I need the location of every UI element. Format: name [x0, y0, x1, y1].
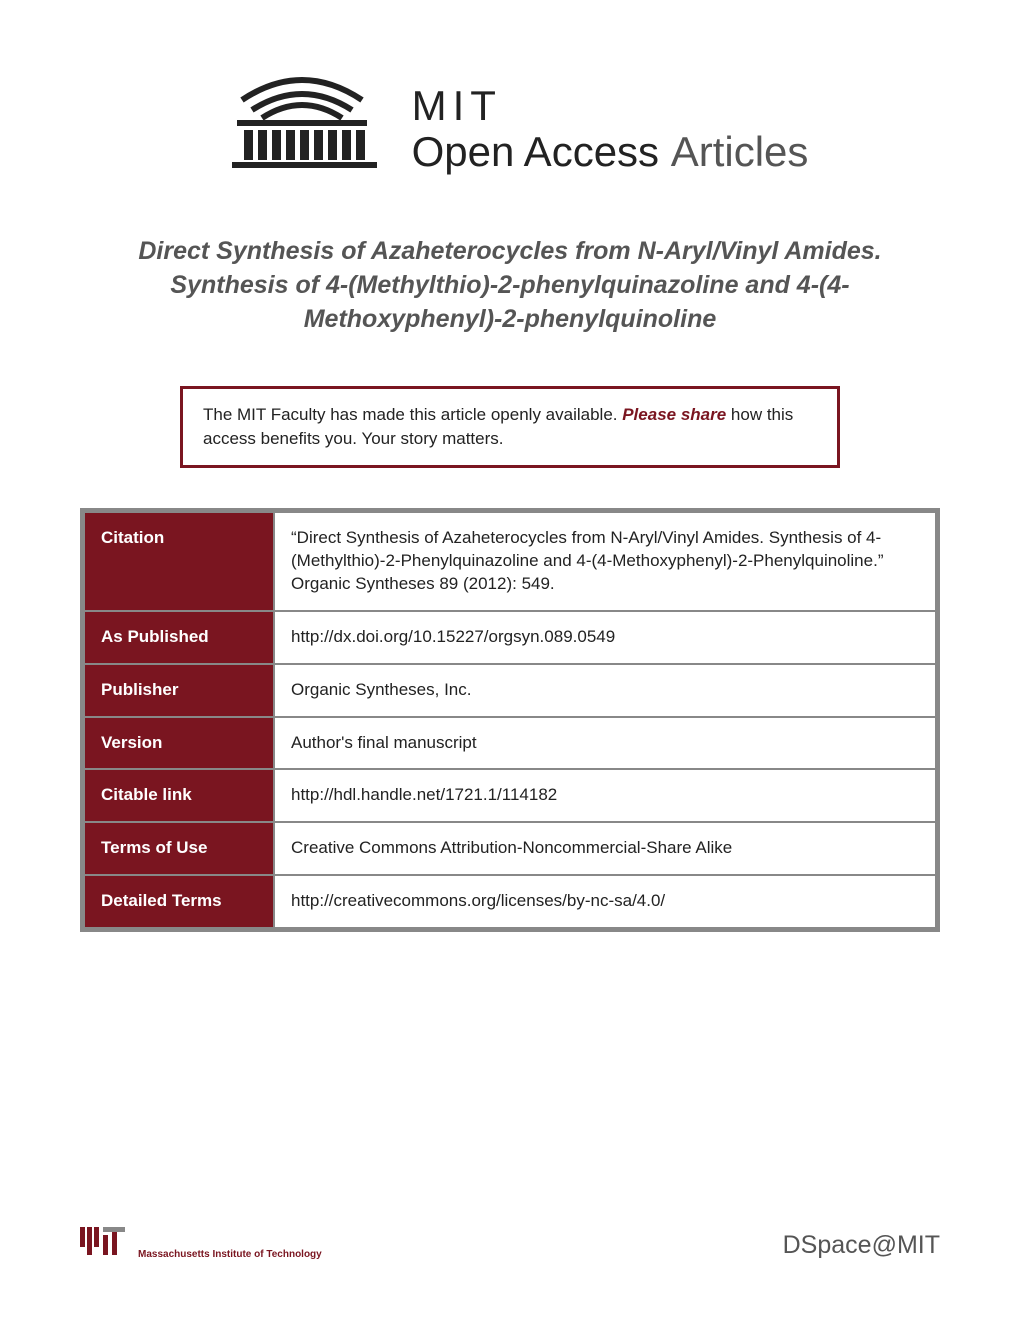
label-citable-link: Citable link	[84, 769, 274, 822]
table-row: Version Author's final manuscript	[84, 717, 936, 770]
header-oa-light: Articles	[671, 128, 809, 175]
header-open-access: Open Access Articles	[412, 129, 809, 175]
header-text: MIT Open Access Articles	[412, 83, 809, 175]
header-logo: MIT Open Access Articles	[80, 50, 940, 175]
metadata-table: Citation “Direct Synthesis of Azaheteroc…	[80, 508, 940, 932]
footer: Massachusetts Institute of Technology DS…	[80, 1227, 940, 1260]
label-as-published: As Published	[84, 611, 274, 664]
share-prefix: The MIT Faculty has made this article op…	[203, 405, 622, 424]
mit-subtitle: Massachusetts Institute of Technology	[138, 1249, 322, 1260]
table-row: Citable link http://hdl.handle.net/1721.…	[84, 769, 936, 822]
table-row: Detailed Terms http://creativecommons.or…	[84, 875, 936, 928]
header-mit: MIT	[412, 83, 809, 129]
label-publisher: Publisher	[84, 664, 274, 717]
value-publisher: Organic Syntheses, Inc.	[274, 664, 936, 717]
article-title: Direct Synthesis of Azaheterocycles from…	[80, 235, 940, 336]
table-row: Publisher Organic Syntheses, Inc.	[84, 664, 936, 717]
value-citation: “Direct Synthesis of Azaheterocycles fro…	[274, 512, 936, 611]
value-version: Author's final manuscript	[274, 717, 936, 770]
mit-logo-icon	[80, 1227, 130, 1260]
value-terms: Creative Commons Attribution-Noncommerci…	[274, 822, 936, 875]
label-citation: Citation	[84, 512, 274, 611]
label-detailed-terms: Detailed Terms	[84, 875, 274, 928]
table-row: Terms of Use Creative Commons Attributio…	[84, 822, 936, 875]
table-row: Citation “Direct Synthesis of Azaheteroc…	[84, 512, 936, 611]
dspace-logo: DSpace@MIT	[783, 1231, 940, 1260]
label-terms: Terms of Use	[84, 822, 274, 875]
value-detailed-terms[interactable]: http://creativecommons.org/licenses/by-n…	[274, 875, 936, 928]
table-row: As Published http://dx.doi.org/10.15227/…	[84, 611, 936, 664]
label-version: Version	[84, 717, 274, 770]
value-citable-link[interactable]: http://hdl.handle.net/1721.1/114182	[274, 769, 936, 822]
dome-icon	[212, 50, 392, 175]
header-oa-bold: Open Access	[412, 128, 659, 175]
value-as-published[interactable]: http://dx.doi.org/10.15227/orgsyn.089.05…	[274, 611, 936, 664]
share-box: The MIT Faculty has made this article op…	[180, 386, 840, 468]
footer-left: Massachusetts Institute of Technology	[80, 1227, 322, 1260]
please-share-link[interactable]: Please share	[622, 405, 726, 424]
